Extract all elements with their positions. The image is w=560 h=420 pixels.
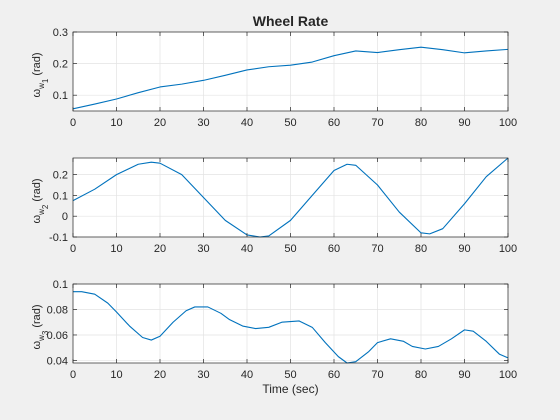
y-label-sub: w bbox=[37, 83, 46, 90]
x-tick-label: 60 bbox=[328, 369, 340, 381]
y-tick-label: -0.1 bbox=[49, 232, 68, 244]
series-line bbox=[72, 46, 509, 110]
y-label-unit: (rad) bbox=[31, 178, 43, 201]
x-tick-label: 40 bbox=[241, 243, 253, 255]
y-axis-label-text: ωw1 (rad) bbox=[31, 52, 50, 97]
y-label-symbol: ω bbox=[31, 341, 43, 350]
y-axis-label: ωw3 (rad) bbox=[31, 304, 50, 349]
x-tick-label: 80 bbox=[415, 369, 427, 381]
y-axis-label-text: ωw3 (rad) bbox=[31, 304, 50, 349]
y-tick-label: 0.2 bbox=[53, 170, 68, 182]
x-tick-label: 30 bbox=[197, 243, 209, 255]
x-tick-label: 40 bbox=[241, 117, 253, 129]
y-label-unit: (rad) bbox=[31, 52, 43, 75]
x-tick-label: 50 bbox=[284, 117, 296, 129]
y-axis-label: ωw1 (rad) bbox=[31, 52, 50, 97]
subplot-2: 0 10 20 30 40 50 60 70 80 90 100-0.100.10.2ωw2(rad… bbox=[31, 157, 517, 255]
x-tick-label: 60 bbox=[328, 117, 340, 129]
x-tick-label: 100 bbox=[499, 369, 517, 381]
y-label-subsub: 3 bbox=[41, 330, 50, 335]
x-tick-label: 90 bbox=[458, 243, 470, 255]
x-tick-label: 90 bbox=[458, 369, 470, 381]
x-tick-label: 70 bbox=[371, 369, 383, 381]
x-tick-label: 20 bbox=[154, 117, 166, 129]
x-tick-label: 40 bbox=[241, 369, 253, 381]
y-label-subsub: 1 bbox=[41, 78, 50, 83]
y-label-sub: w bbox=[37, 335, 46, 342]
y-label-subsub: 2 bbox=[41, 204, 50, 209]
x-tick-label: 100 bbox=[499, 117, 517, 129]
y-tick-label: 0.2 bbox=[53, 59, 68, 71]
x-tick-label: 30 bbox=[197, 369, 209, 381]
subplot-3: 0 10 20 30 40 50 60 70 80 90 100 0.04 0.06 0.08 0.1 Tim… bbox=[31, 279, 517, 396]
x-tick-label: 50 bbox=[284, 369, 296, 381]
y-label-unit: (rad) bbox=[31, 304, 43, 327]
y-tick-label: 0.08 bbox=[47, 304, 68, 316]
y-tick-label: 0.3 bbox=[53, 27, 68, 39]
x-tick-label: 80 bbox=[415, 243, 427, 255]
x-tick-label: 20 bbox=[154, 369, 166, 381]
series-line bbox=[73, 291, 509, 364]
x-tick-label: 100 bbox=[499, 243, 517, 255]
x-tick-label: 0 bbox=[70, 117, 76, 129]
x-tick-label: 90 bbox=[458, 117, 470, 129]
y-label-symbol: ω bbox=[31, 215, 43, 224]
y-tick-label: 0.04 bbox=[47, 355, 68, 367]
y-tick-label: 0.1 bbox=[53, 190, 68, 202]
subplot-1: 0 10 20 30 40 50 60 70 80 90 100 0.1 0.2 0.3 Wheel Rat… bbox=[31, 13, 517, 129]
y-axis-label: ωw2 (rad) bbox=[31, 178, 50, 223]
x-tick-label: 0 bbox=[70, 243, 76, 255]
y-label-symbol: ω bbox=[31, 89, 43, 98]
x-tick-label: 80 bbox=[415, 117, 427, 129]
x-tick-label: 10 bbox=[110, 117, 122, 129]
x-tick-label: 20 bbox=[154, 243, 166, 255]
x-tick-label: 70 bbox=[371, 117, 383, 129]
x-tick-label: 70 bbox=[371, 243, 383, 255]
y-tick-label: 0.06 bbox=[47, 330, 68, 342]
x-tick-label: 30 bbox=[197, 117, 209, 129]
x-tick-label: 10 bbox=[110, 369, 122, 381]
y-tick-label: 0.1 bbox=[53, 279, 68, 291]
x-axis-label: Time (sec) bbox=[262, 382, 318, 396]
x-tick-label: 0 bbox=[70, 369, 76, 381]
y-tick-label: 0 bbox=[62, 211, 68, 223]
y-axis-label-text: ωw2 (rad) bbox=[31, 178, 50, 223]
x-tick-label: 10 bbox=[110, 243, 122, 255]
x-tick-label: 50 bbox=[284, 243, 296, 255]
x-tick-label: 60 bbox=[328, 243, 340, 255]
y-tick-label: 0.1 bbox=[53, 90, 68, 102]
chart-title: Wheel Rate bbox=[253, 13, 329, 29]
series-line bbox=[72, 157, 509, 238]
y-label-sub: w bbox=[37, 209, 46, 216]
